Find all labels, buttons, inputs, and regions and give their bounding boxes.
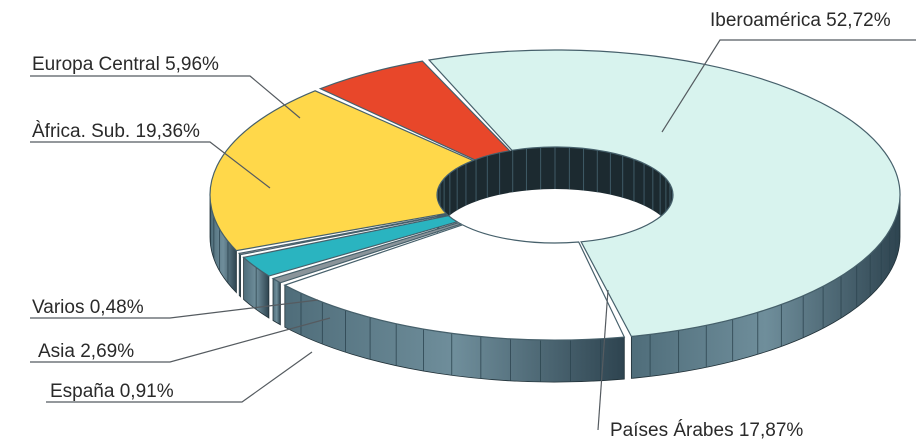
slice-labels: Iberoamérica 52,72% Países Árabes 17,87%… [32, 10, 891, 441]
slice-africa-sub [209, 90, 475, 252]
leader-europa-central [30, 75, 301, 119]
leader-varios [30, 299, 319, 319]
side-varios [238, 252, 241, 298]
label-asia: Asia 2,69% [38, 341, 134, 362]
donut-slices [209, 49, 901, 341]
label-paises-arabes: Países Árabes 17,87% [610, 420, 803, 441]
label-africa-sub: Àfrica. Sub. 19,36% [32, 121, 200, 142]
label-espana: España 0,91% [50, 381, 174, 402]
leader-iberoamerica [661, 39, 916, 133]
slice-paises-arabes [283, 224, 626, 341]
label-leader-lines [30, 39, 916, 431]
slice-varios [237, 213, 449, 256]
label-iberoamerica: Iberoamérica 52,72% [710, 10, 891, 31]
leader-africa-sub [30, 141, 271, 189]
slice-iberoamerica [427, 49, 901, 338]
slice-asia [242, 215, 459, 277]
leader-espana [46, 351, 313, 403]
label-varios: Varios 0,48% [32, 297, 144, 318]
leader-asia [30, 317, 331, 363]
slice-europa-central [318, 60, 511, 161]
inner-hole-wall [437, 147, 673, 237]
slice-espana [271, 222, 463, 284]
label-europa-central: Europa Central 5,96% [32, 54, 219, 75]
side-espana [272, 277, 281, 326]
leader-paises-arabes [597, 289, 609, 431]
